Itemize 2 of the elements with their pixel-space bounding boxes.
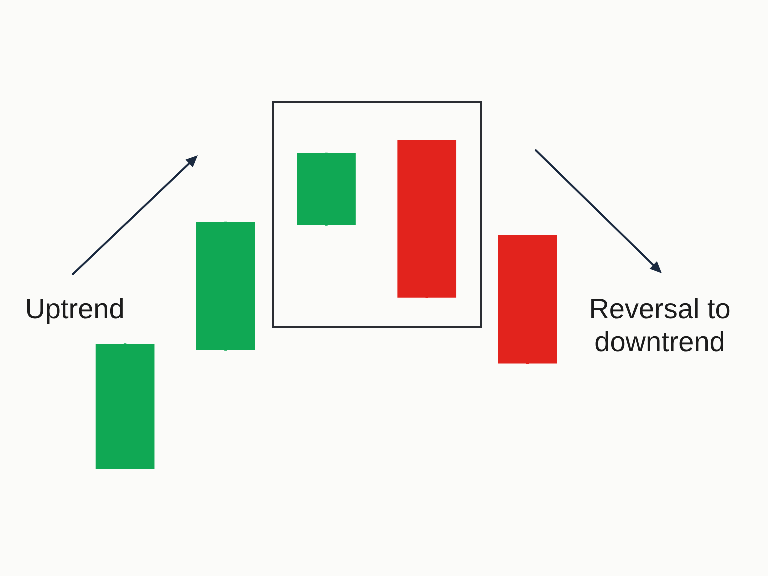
text: Reversal to downtrend <box>589 294 731 358</box>
annotation: Uptrend <box>25 294 125 324</box>
